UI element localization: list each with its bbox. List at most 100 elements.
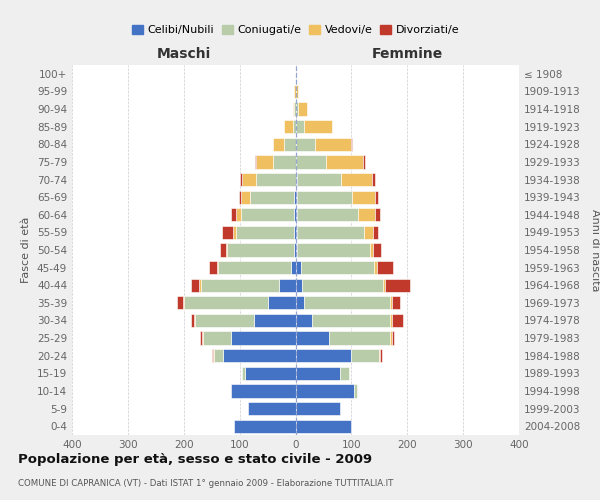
Bar: [295, 208, 296, 222]
Bar: [362, 156, 365, 168]
Bar: [284, 120, 293, 134]
Bar: [296, 261, 301, 274]
Bar: [199, 278, 200, 292]
Bar: [184, 296, 268, 310]
Bar: [195, 314, 254, 327]
Bar: [231, 384, 296, 398]
Bar: [295, 244, 296, 256]
Text: Femmine: Femmine: [371, 48, 443, 62]
Bar: [220, 244, 226, 256]
Bar: [296, 384, 354, 398]
Bar: [298, 102, 307, 116]
Bar: [200, 278, 279, 292]
Text: COMUNE DI CAPRANICA (VT) - Dati ISTAT 1° gennaio 2009 - Elaborazione TUTTITALIA.: COMUNE DI CAPRANICA (VT) - Dati ISTAT 1°…: [18, 479, 394, 488]
Bar: [375, 190, 377, 204]
Bar: [182, 296, 184, 310]
Bar: [296, 208, 358, 222]
Bar: [268, 296, 296, 310]
Bar: [296, 349, 352, 362]
Bar: [373, 226, 378, 239]
Bar: [315, 138, 352, 151]
Bar: [255, 156, 256, 168]
Bar: [296, 244, 297, 256]
Bar: [242, 366, 245, 380]
Bar: [222, 226, 233, 239]
Text: Popolazione per età, sesso e stato civile - 2009: Popolazione per età, sesso e stato civil…: [18, 452, 372, 466]
Bar: [218, 261, 291, 274]
Bar: [291, 261, 296, 274]
Bar: [241, 208, 295, 222]
Bar: [234, 420, 296, 433]
Bar: [203, 332, 231, 344]
Bar: [256, 156, 273, 168]
Bar: [236, 226, 295, 239]
Bar: [202, 332, 203, 344]
Bar: [233, 226, 236, 239]
Bar: [284, 138, 296, 151]
Bar: [372, 173, 375, 186]
Bar: [248, 402, 296, 415]
Bar: [239, 190, 241, 204]
Bar: [370, 244, 373, 256]
Bar: [302, 278, 383, 292]
Bar: [236, 208, 241, 222]
Bar: [296, 366, 340, 380]
Bar: [377, 261, 393, 274]
Bar: [296, 102, 298, 116]
Bar: [304, 296, 391, 310]
Bar: [296, 138, 315, 151]
Bar: [352, 190, 375, 204]
Bar: [364, 226, 373, 239]
Y-axis label: Anni di nascita: Anni di nascita: [590, 209, 600, 291]
Bar: [254, 314, 296, 327]
Bar: [295, 190, 296, 204]
Bar: [209, 261, 217, 274]
Bar: [242, 173, 256, 186]
Bar: [245, 366, 296, 380]
Bar: [312, 314, 391, 327]
Bar: [296, 85, 298, 98]
Bar: [279, 278, 296, 292]
Bar: [296, 120, 304, 134]
Bar: [296, 226, 297, 239]
Bar: [326, 156, 362, 168]
Bar: [296, 332, 329, 344]
Bar: [191, 278, 199, 292]
Bar: [223, 349, 296, 362]
Bar: [340, 366, 349, 380]
Bar: [296, 420, 352, 433]
Bar: [391, 314, 392, 327]
Bar: [352, 349, 379, 362]
Bar: [391, 332, 392, 344]
Bar: [256, 173, 296, 186]
Bar: [296, 156, 326, 168]
Bar: [194, 314, 195, 327]
Bar: [392, 296, 400, 310]
Bar: [301, 261, 374, 274]
Bar: [392, 314, 403, 327]
Bar: [296, 296, 304, 310]
Bar: [391, 296, 392, 310]
Bar: [231, 208, 236, 222]
Bar: [295, 102, 296, 116]
Bar: [214, 349, 223, 362]
Y-axis label: Fasce di età: Fasce di età: [22, 217, 31, 283]
Bar: [380, 349, 382, 362]
Bar: [297, 244, 370, 256]
Bar: [226, 244, 227, 256]
Bar: [217, 261, 218, 274]
Bar: [373, 244, 381, 256]
Bar: [297, 226, 364, 239]
Bar: [354, 384, 357, 398]
Bar: [227, 244, 295, 256]
Bar: [293, 102, 295, 116]
Bar: [295, 226, 296, 239]
Bar: [329, 332, 391, 344]
Bar: [358, 208, 375, 222]
Bar: [304, 120, 332, 134]
Bar: [341, 173, 372, 186]
Bar: [383, 278, 385, 292]
Legend: Celibi/Nubili, Coniugati/e, Vedovi/e, Divorziati/e: Celibi/Nubili, Coniugati/e, Vedovi/e, Di…: [127, 20, 464, 40]
Bar: [374, 261, 377, 274]
Bar: [231, 332, 296, 344]
